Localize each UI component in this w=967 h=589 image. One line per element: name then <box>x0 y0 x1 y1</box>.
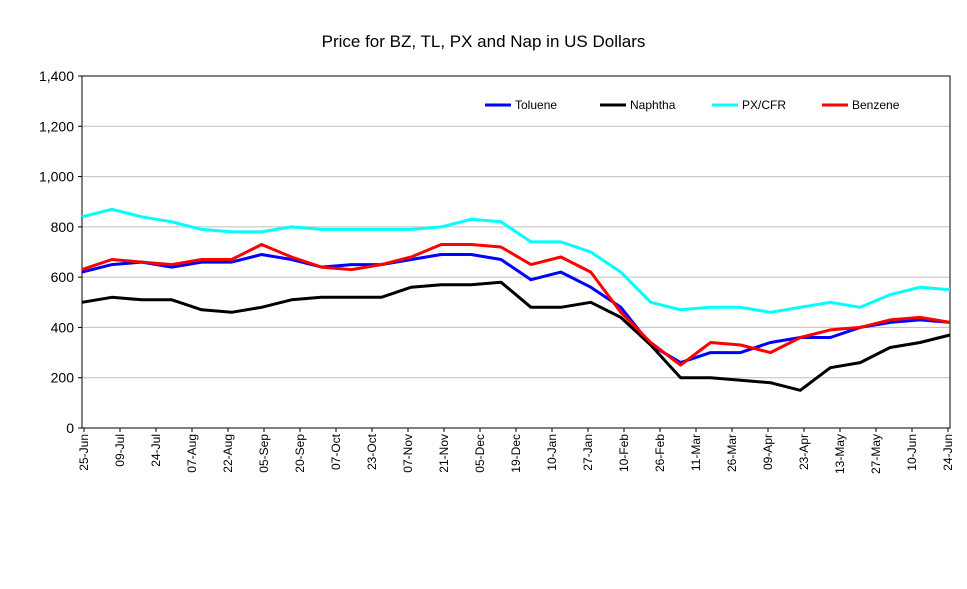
x-tick-label: 10-Feb <box>617 434 631 472</box>
x-tick-label: 25-Jun <box>77 434 91 471</box>
x-tick-label: 23-Apr <box>797 434 811 470</box>
x-tick-label: 19-Dec <box>509 434 523 473</box>
x-tick-label: 26-Feb <box>653 434 667 472</box>
x-tick-label: 24-Jun <box>941 434 955 471</box>
y-tick-label: 0 <box>66 420 74 436</box>
y-tick-label: 1,000 <box>39 169 74 185</box>
x-tick-label: 20-Sep <box>293 434 307 473</box>
y-tick-label: 800 <box>51 219 75 235</box>
x-tick-label: 05-Sep <box>257 434 271 473</box>
y-tick-label: 200 <box>51 370 75 386</box>
gridlines <box>82 125 950 379</box>
y-tick-label: 1,200 <box>39 118 74 134</box>
x-tick-label: 10-Jun <box>905 434 919 471</box>
x-tick-label: 09-Jul <box>113 434 127 467</box>
x-tick-label: 21-Nov <box>437 434 451 473</box>
x-tick-label: 23-Oct <box>365 433 379 470</box>
x-tick-label: 11-Mar <box>689 434 703 471</box>
series-line-benzene <box>81 243 951 367</box>
series-lines <box>81 207 951 392</box>
x-tick-label: 07-Oct <box>329 433 343 470</box>
y-axis: 0 200 400 600 800 1,000 1,200 1,400 <box>39 68 82 436</box>
y-tick-label: 1,400 <box>39 68 74 84</box>
x-tick-label: 26-Mar <box>725 434 739 472</box>
legend-label-benzene: Benzene <box>852 98 900 112</box>
series-line-naphtha <box>81 280 951 392</box>
legend-label-toluene: Toluene <box>515 98 557 112</box>
series-line-toluene <box>81 253 951 365</box>
legend-label-naphtha: Naphtha <box>630 98 676 112</box>
x-tick-label: 22-Aug <box>221 434 235 473</box>
x-tick-label: 07-Aug <box>185 434 199 473</box>
x-tick-label: 13-May <box>833 434 847 474</box>
legend-label-px-cfr: PX/CFR <box>742 98 786 112</box>
x-tick-label: 24-Jul <box>149 434 163 467</box>
x-axis: 25-Jun 09-Jul 24-Jul 07-Aug 22-Aug 05-Sep 20-S… <box>77 428 955 474</box>
legend: Toluene Naphtha PX/CFR Benzene <box>485 98 900 112</box>
x-tick-label: 07-Nov <box>401 434 415 473</box>
x-tick-label: 27-Jan <box>581 434 595 471</box>
x-tick-label: 09-Apr <box>761 434 775 470</box>
x-tick-label: 05-Dec <box>473 434 487 473</box>
x-tick-label: 27-May <box>869 434 883 474</box>
y-tick-label: 400 <box>51 319 75 335</box>
y-tick-label: 600 <box>51 269 75 285</box>
chart-title: Price for BZ, TL, PX and Nap in US Dolla… <box>321 32 646 51</box>
x-tick-label: 10-Jan <box>545 434 559 471</box>
series-line-px-cfr <box>81 207 951 314</box>
